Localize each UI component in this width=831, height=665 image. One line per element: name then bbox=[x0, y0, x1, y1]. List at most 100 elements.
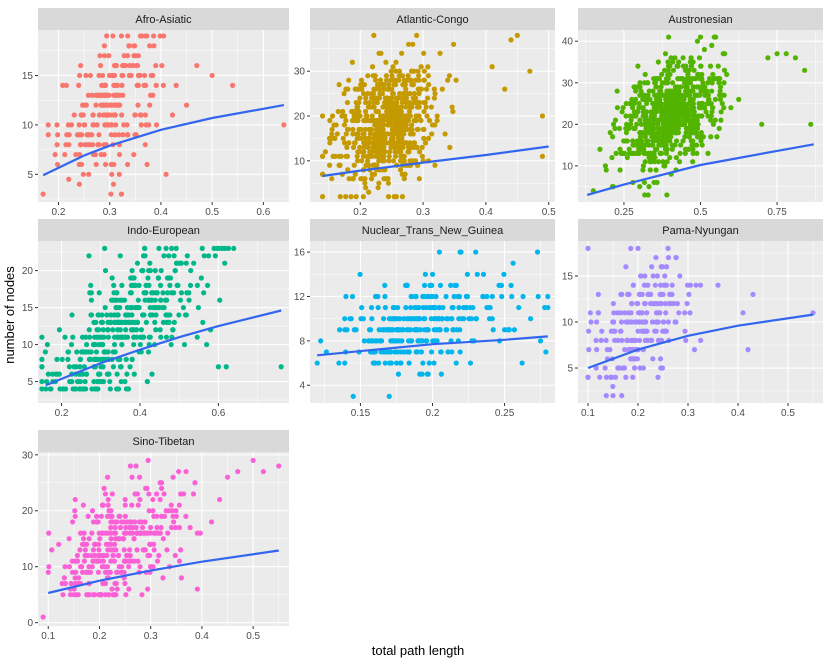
scatter-point bbox=[77, 547, 83, 553]
scatter-point bbox=[77, 72, 83, 79]
scatter-point bbox=[143, 82, 149, 88]
scatter-point bbox=[612, 117, 619, 123]
scatter-point bbox=[131, 327, 137, 333]
scatter-point bbox=[109, 513, 115, 519]
scatter-point bbox=[684, 117, 690, 123]
scatter-point bbox=[437, 50, 443, 56]
scatter-point bbox=[184, 253, 190, 259]
scatter-point bbox=[130, 282, 136, 288]
scatter-point bbox=[660, 130, 667, 136]
scatter-point bbox=[112, 580, 118, 587]
scatter-point bbox=[98, 151, 104, 158]
scatter-point bbox=[106, 508, 112, 514]
scatter-point bbox=[662, 117, 668, 123]
scatter-point bbox=[365, 91, 371, 97]
scatter-point bbox=[350, 131, 356, 137]
scatter-point bbox=[208, 519, 215, 525]
scatter-point bbox=[631, 109, 638, 115]
scatter-point bbox=[52, 151, 58, 158]
scatter-point bbox=[684, 105, 690, 111]
scatter-point bbox=[81, 530, 87, 536]
scatter-point bbox=[399, 50, 405, 56]
scatter-point bbox=[643, 125, 649, 132]
scatter-point bbox=[694, 142, 700, 148]
scatter-point bbox=[216, 496, 223, 503]
scatter-point bbox=[378, 149, 384, 155]
scatter-point bbox=[698, 138, 704, 144]
scatter-point bbox=[374, 117, 380, 124]
scatter-point bbox=[408, 144, 414, 150]
scatter-point bbox=[421, 77, 427, 83]
scatter-point bbox=[395, 135, 401, 141]
scatter-point bbox=[637, 134, 644, 140]
scatter-point bbox=[78, 62, 84, 69]
scatter-point bbox=[88, 552, 94, 559]
scatter-point bbox=[425, 135, 432, 141]
scatter-point bbox=[340, 135, 346, 141]
scatter-point bbox=[80, 502, 86, 508]
scatter-point bbox=[429, 349, 435, 355]
scatter-point bbox=[120, 132, 126, 138]
scatter-point bbox=[101, 53, 108, 59]
scatter-point bbox=[652, 159, 658, 165]
scatter-point bbox=[278, 364, 284, 370]
scatter-point bbox=[217, 297, 223, 303]
scatter-point bbox=[131, 341, 137, 348]
scatter-point bbox=[490, 327, 496, 333]
scatter-point bbox=[674, 63, 680, 69]
scatter-point bbox=[361, 338, 367, 344]
scatter-point bbox=[82, 378, 88, 385]
scatter-point bbox=[160, 536, 166, 542]
scatter-point bbox=[424, 371, 430, 377]
scatter-point bbox=[634, 121, 640, 127]
scatter-point bbox=[386, 140, 392, 146]
scatter-point bbox=[411, 68, 417, 74]
scatter-point bbox=[76, 181, 82, 187]
scatter-point bbox=[527, 68, 533, 74]
scatter-point bbox=[669, 80, 676, 86]
scatter-point bbox=[597, 146, 603, 152]
scatter-point bbox=[66, 142, 72, 148]
scatter-point bbox=[663, 310, 669, 316]
scatter-point bbox=[412, 316, 418, 322]
scatter-point bbox=[681, 96, 687, 102]
scatter-point bbox=[665, 254, 672, 261]
scatter-point bbox=[154, 290, 160, 296]
scatter-point bbox=[96, 132, 102, 138]
fit-line bbox=[587, 313, 814, 370]
scatter-point bbox=[724, 71, 730, 78]
scatter-point bbox=[650, 300, 656, 307]
scatter-point bbox=[640, 167, 646, 173]
scatter-point bbox=[172, 267, 178, 274]
scatter-point bbox=[357, 149, 363, 155]
scatter-point bbox=[431, 86, 437, 92]
scatter-point bbox=[672, 142, 678, 148]
scatter-point bbox=[116, 151, 123, 158]
scatter-point bbox=[39, 334, 45, 340]
scatter-point bbox=[352, 108, 358, 115]
scatter-point bbox=[672, 55, 678, 61]
scatter-point bbox=[46, 564, 52, 570]
scatter-point bbox=[145, 457, 151, 463]
scatter-point bbox=[654, 76, 661, 82]
scatter-point bbox=[110, 181, 117, 187]
scatter-point bbox=[439, 316, 445, 322]
scatter-point bbox=[136, 282, 142, 288]
scatter-point bbox=[383, 77, 390, 83]
scatter-point bbox=[400, 91, 406, 97]
scatter-point bbox=[352, 171, 358, 177]
y-tick-label: 20 bbox=[294, 112, 306, 123]
scatter-point bbox=[86, 356, 93, 362]
scatter-point bbox=[620, 365, 626, 371]
scatter-point bbox=[658, 84, 664, 90]
scatter-point bbox=[619, 109, 625, 115]
scatter-point bbox=[618, 328, 624, 334]
scatter-point bbox=[366, 189, 372, 195]
scatter-point bbox=[145, 275, 151, 281]
scatter-point bbox=[405, 338, 412, 344]
scatter-point bbox=[633, 88, 639, 94]
scatter-point bbox=[147, 92, 154, 98]
scatter-point bbox=[389, 95, 395, 101]
scatter-point bbox=[397, 122, 403, 128]
scatter-point bbox=[209, 72, 215, 79]
